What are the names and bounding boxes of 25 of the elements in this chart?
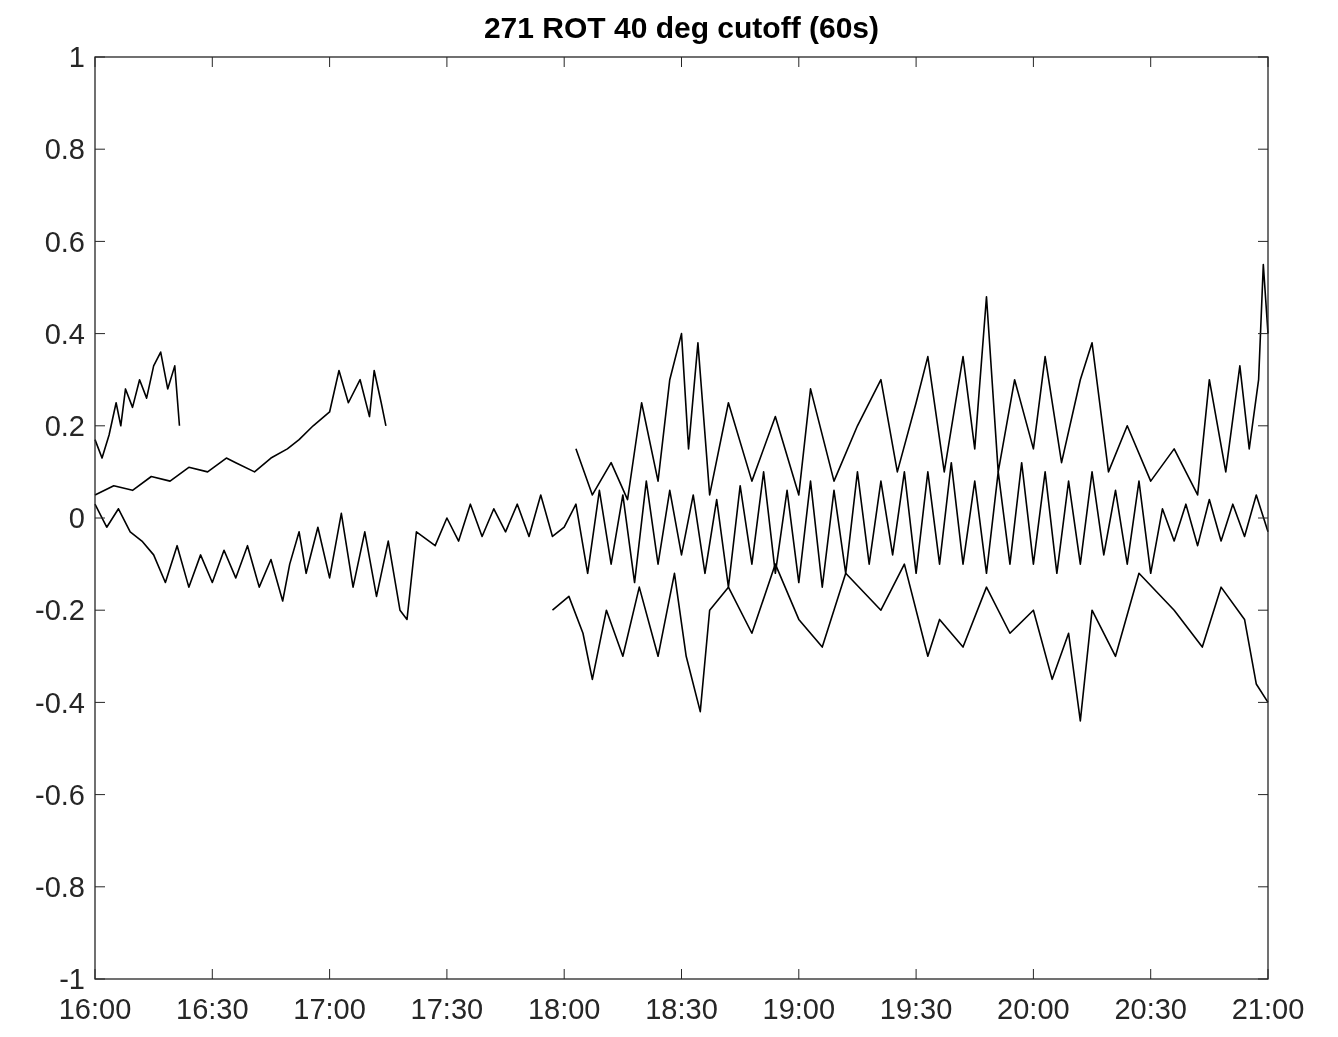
- x-tick-label: 17:00: [293, 993, 366, 1025]
- x-tick-label: 20:30: [1114, 993, 1187, 1025]
- x-tick-label: 19:00: [762, 993, 836, 1025]
- line-series: [94, 369, 387, 496]
- y-tick-label: -0.4: [35, 686, 85, 719]
- y-tick-label: 0.6: [44, 225, 85, 258]
- chart-title: 271 ROT 40 deg cutoff (60s): [483, 11, 880, 44]
- x-tick-label: 17:30: [410, 993, 484, 1025]
- x-tick-label: 20:00: [997, 993, 1070, 1025]
- y-tick-label: -0.2: [35, 594, 85, 627]
- y-tick-label: -0.6: [35, 778, 85, 811]
- y-tick-label: -1: [59, 963, 85, 996]
- x-tick-label: 18:30: [645, 993, 718, 1025]
- y-tick-label: 0.8: [44, 133, 85, 166]
- x-tick-label: 16:00: [58, 993, 132, 1025]
- x-tick-label: 21:00: [1231, 993, 1305, 1025]
- line-series: [94, 351, 181, 459]
- y-tick-label: 0.2: [44, 409, 85, 442]
- x-tick-label: 19:30: [879, 993, 953, 1025]
- y-tick-label: 0: [68, 502, 85, 535]
- y-tick-label: 1: [68, 41, 85, 74]
- y-tick-label: 0.4: [44, 317, 85, 350]
- x-tick-label: 16:30: [176, 993, 249, 1025]
- x-tick-label: 18:00: [527, 993, 601, 1025]
- y-tick-label: -0.8: [35, 870, 85, 903]
